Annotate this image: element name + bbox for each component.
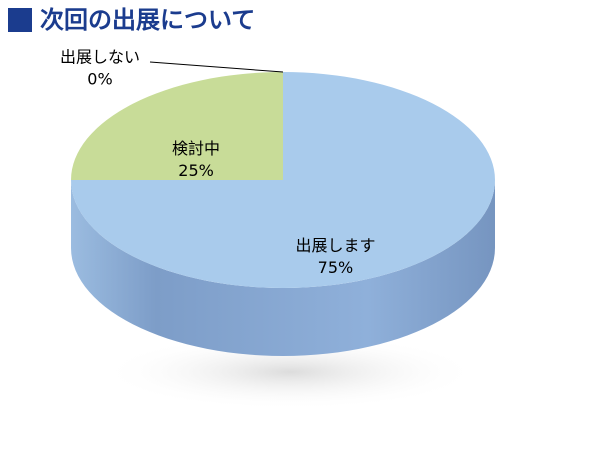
pie-side <box>71 180 495 356</box>
leader-line <box>149 61 284 73</box>
pie-shadow <box>100 334 480 410</box>
value-label: 75% <box>318 258 354 277</box>
pie-slice <box>71 72 283 180</box>
category-label: 出展します <box>295 236 375 255</box>
title-icon <box>8 8 32 32</box>
chart-title: 次回の出展について <box>40 6 255 34</box>
category-label: 検討中 <box>172 139 220 158</box>
value-label: 0% <box>87 70 112 89</box>
value-label: 25% <box>178 161 214 180</box>
category-label: 出展しない <box>60 48 140 67</box>
